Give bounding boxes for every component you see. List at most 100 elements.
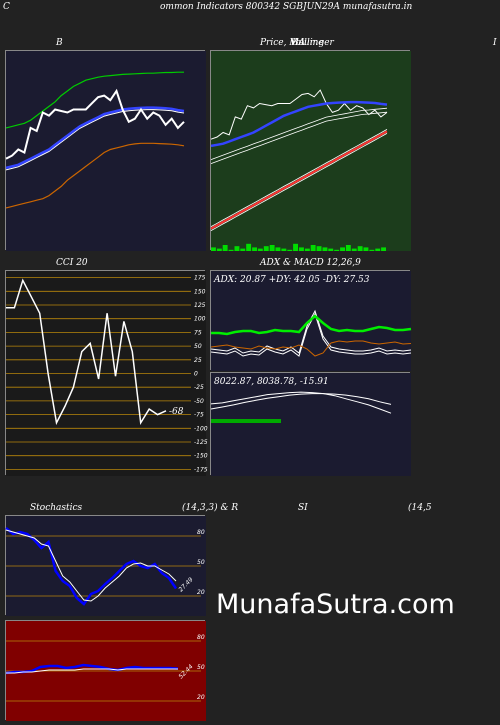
volume-bar <box>351 248 357 251</box>
rsi-tick-label: 20 <box>197 694 205 701</box>
volume-bar <box>334 249 340 251</box>
adx-values-text: ADX: 20.87 +DY: 42.05 -DY: 27.53 <box>213 275 370 285</box>
price-ma-slow-line-upper <box>210 107 388 160</box>
cci-tick-label: -100 <box>194 425 208 432</box>
price-ma-long-line-lower <box>210 133 388 231</box>
stochastics-params-label: (14,3,3) & R <box>182 503 239 513</box>
bollinger-mid-line-shadow <box>5 109 185 171</box>
volume-bar <box>222 245 228 251</box>
cci-tick-label: 125 <box>194 302 206 309</box>
bollinger-price-line <box>5 88 185 160</box>
volume-bar <box>310 245 316 251</box>
panel-background <box>211 373 411 476</box>
price-ma-chart <box>210 51 411 251</box>
rsi-tick-label: 50 <box>197 664 205 671</box>
stochastics-d-line <box>5 529 177 602</box>
price-ma-overlay-label: Volume <box>290 38 324 48</box>
macd-histogram <box>211 419 281 423</box>
page-title-text: ommon Indicators 800342 SGBJUN29A munafa… <box>160 2 413 12</box>
stochastics-k-line <box>5 527 178 606</box>
volume-bar <box>257 248 263 251</box>
cci-value-label: -68 <box>169 407 184 417</box>
volume-bar <box>381 247 386 251</box>
macd-chart: 8022.87, 8038.78, -15.91 <box>210 373 411 476</box>
rsi-tick-label: 80 <box>197 634 205 641</box>
stochastics-panel-label: Stochastics <box>30 503 83 513</box>
volume-bar <box>293 243 298 251</box>
cci-chart: 175 150 125 100 75 50 25 0 -25 -50 -75 -100 -125 -150… <box>6 271 208 476</box>
cci-tick-label: 0 <box>194 371 198 378</box>
price-ma-long-line <box>210 130 388 230</box>
volume-bar <box>246 243 252 251</box>
price-ma-panel-label: Price, MA <box>260 38 306 48</box>
rsi-line <box>5 663 179 675</box>
volume-bar <box>340 247 345 251</box>
cci-tick-label: -175 <box>194 466 208 473</box>
cci-tick-label: -25 <box>194 384 204 391</box>
cci-tick-label: 25 <box>194 357 202 364</box>
cci-tick-label: -150 <box>194 453 208 460</box>
bollinger-panel-label: B <box>56 38 63 48</box>
macd-line <box>210 391 392 414</box>
bollinger-mid-line <box>5 106 185 170</box>
price-ma-extra-label: Bollinger <box>292 38 334 48</box>
rsi-params-label: (14,5 <box>408 503 432 513</box>
stochastics-tick-label: 20 <box>197 589 205 596</box>
stochastics-panel: 80 50 20 27.49 <box>5 515 206 616</box>
price-ma-fast-line <box>210 100 388 148</box>
volume-bar <box>252 247 257 251</box>
adx-macd-panel-label: ADX & MACD 12,26,9 <box>260 258 361 268</box>
bollinger-lower-line <box>5 142 185 209</box>
price-ma-panel <box>210 50 411 251</box>
volume-bar <box>299 247 304 251</box>
volume-bar <box>234 246 240 251</box>
bollinger-upper-line <box>5 71 184 129</box>
price-ma-slow-line-lower <box>210 111 388 164</box>
cci-tick-label: 75 <box>194 329 202 336</box>
bollinger-panel <box>5 50 206 251</box>
volume-bar <box>357 246 363 251</box>
volume-bar <box>263 246 269 251</box>
volume-bar <box>216 248 222 251</box>
macd-panel: 8022.87, 8038.78, -15.91 <box>210 372 411 476</box>
plus-di-line <box>211 314 412 336</box>
volume-bar <box>240 248 246 251</box>
volume-bar <box>211 247 216 251</box>
volume-bar <box>328 248 334 251</box>
volume-bar <box>287 249 293 251</box>
rsi-signal-line <box>6 668 178 674</box>
macd-values-text: 8022.87, 8038.78, -15.91 <box>214 377 329 387</box>
volume-bar <box>275 247 281 251</box>
cci-tick-label: -75 <box>194 412 204 419</box>
volume-bar <box>369 249 375 251</box>
cci-tick-label: -125 <box>194 439 208 446</box>
volume-bar <box>363 247 369 251</box>
panel-background <box>211 51 411 251</box>
cci-tick-label: 175 <box>194 275 206 282</box>
cci-tick-label: -50 <box>194 398 204 405</box>
cci-line <box>6 278 167 426</box>
adx-chart: ADX: 20.87 +DY: 42.05 -DY: 27.53 <box>210 271 412 371</box>
volume-bar <box>316 246 322 251</box>
minus-di-line <box>210 340 412 357</box>
volume-bar <box>322 247 328 251</box>
volume-bar <box>345 245 351 251</box>
volume-bar <box>281 248 287 251</box>
volume-bar <box>304 248 310 251</box>
price-ma-edge-label: I <box>493 38 497 48</box>
volume-bar <box>269 245 275 251</box>
rsi-panel-label: SI <box>298 503 308 513</box>
cci-tick-label: 50 <box>194 343 202 350</box>
volume-bar <box>375 248 381 251</box>
stochastics-tick-label: 50 <box>197 559 205 566</box>
cci-tick-label: 100 <box>194 316 206 323</box>
bollinger-chart <box>5 51 206 251</box>
adx-line-shadow <box>210 312 412 357</box>
volume-bar <box>228 249 234 251</box>
page-title-prefix: C <box>3 2 10 12</box>
adx-panel: ADX: 20.87 +DY: 42.05 -DY: 27.53 <box>210 270 412 371</box>
watermark: MunafaSutra.com <box>216 589 455 620</box>
rsi-panel: 80 50 20 52.44 <box>5 620 206 721</box>
stochastics-tick-label: 80 <box>197 529 205 536</box>
